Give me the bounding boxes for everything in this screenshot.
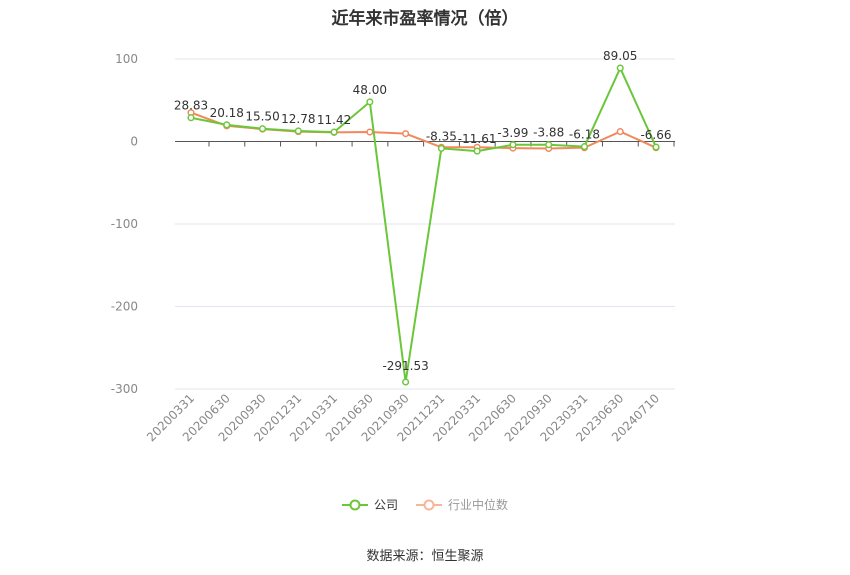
data-point-company xyxy=(187,114,195,122)
data-point-company xyxy=(616,64,624,72)
data-label-company: -3.88 xyxy=(533,126,564,140)
data-point-company xyxy=(402,378,410,386)
data-point-company xyxy=(294,127,302,135)
data-label-company: 48.00 xyxy=(353,83,387,97)
y-tick-label: -100 xyxy=(111,217,138,231)
data-label-company: 20.18 xyxy=(210,106,244,120)
data-point-company xyxy=(545,141,553,149)
data-point-company xyxy=(330,128,338,136)
data-label-company: -6.66 xyxy=(640,128,671,142)
data-point-industry xyxy=(366,128,374,136)
data-point-company xyxy=(473,147,481,155)
data-point-company xyxy=(652,143,660,151)
legend: 公司 行业中位数 xyxy=(0,496,850,513)
y-tick-label: 0 xyxy=(130,135,138,149)
data-label-company: -11.61 xyxy=(458,132,497,146)
legend-item-industry[interactable]: 行业中位数 xyxy=(416,496,508,513)
chart-title: 近年来市盈率情况（倍） xyxy=(331,9,519,29)
data-label-company: 89.05 xyxy=(603,49,637,63)
legend-item-company[interactable]: 公司 xyxy=(341,496,398,513)
legend-marker-industry xyxy=(416,499,442,510)
data-label-company: 15.50 xyxy=(245,110,279,124)
legend-marker-company xyxy=(341,499,368,510)
data-point-company xyxy=(437,144,445,152)
data-point-company xyxy=(580,143,589,151)
data-point-company xyxy=(258,125,267,133)
data-point-industry xyxy=(402,130,410,138)
y-tick-label: -300 xyxy=(111,382,138,396)
y-tick-label: 100 xyxy=(115,52,138,66)
data-label-company: -8.35 xyxy=(426,129,457,143)
data-label-company: 12.78 xyxy=(281,112,315,126)
legend-label-industry: 行业中位数 xyxy=(448,498,509,512)
data-label-company: -6.18 xyxy=(569,128,600,142)
data-label-company: -3.99 xyxy=(497,126,528,140)
data-point-industry xyxy=(616,128,624,136)
data-point-company xyxy=(366,98,374,106)
data-label-company: 28.83 xyxy=(174,99,208,113)
data-point-company xyxy=(223,121,231,129)
data-label-company: 11.42 xyxy=(317,113,351,127)
series-line-company xyxy=(190,65,657,383)
y-tick-label: -200 xyxy=(111,300,138,314)
data-point-company xyxy=(509,141,517,149)
source-note: 数据来源：恒生聚源 xyxy=(366,549,484,564)
data-label-company: -291.53 xyxy=(382,359,428,373)
legend-label-company: 公司 xyxy=(373,498,398,512)
